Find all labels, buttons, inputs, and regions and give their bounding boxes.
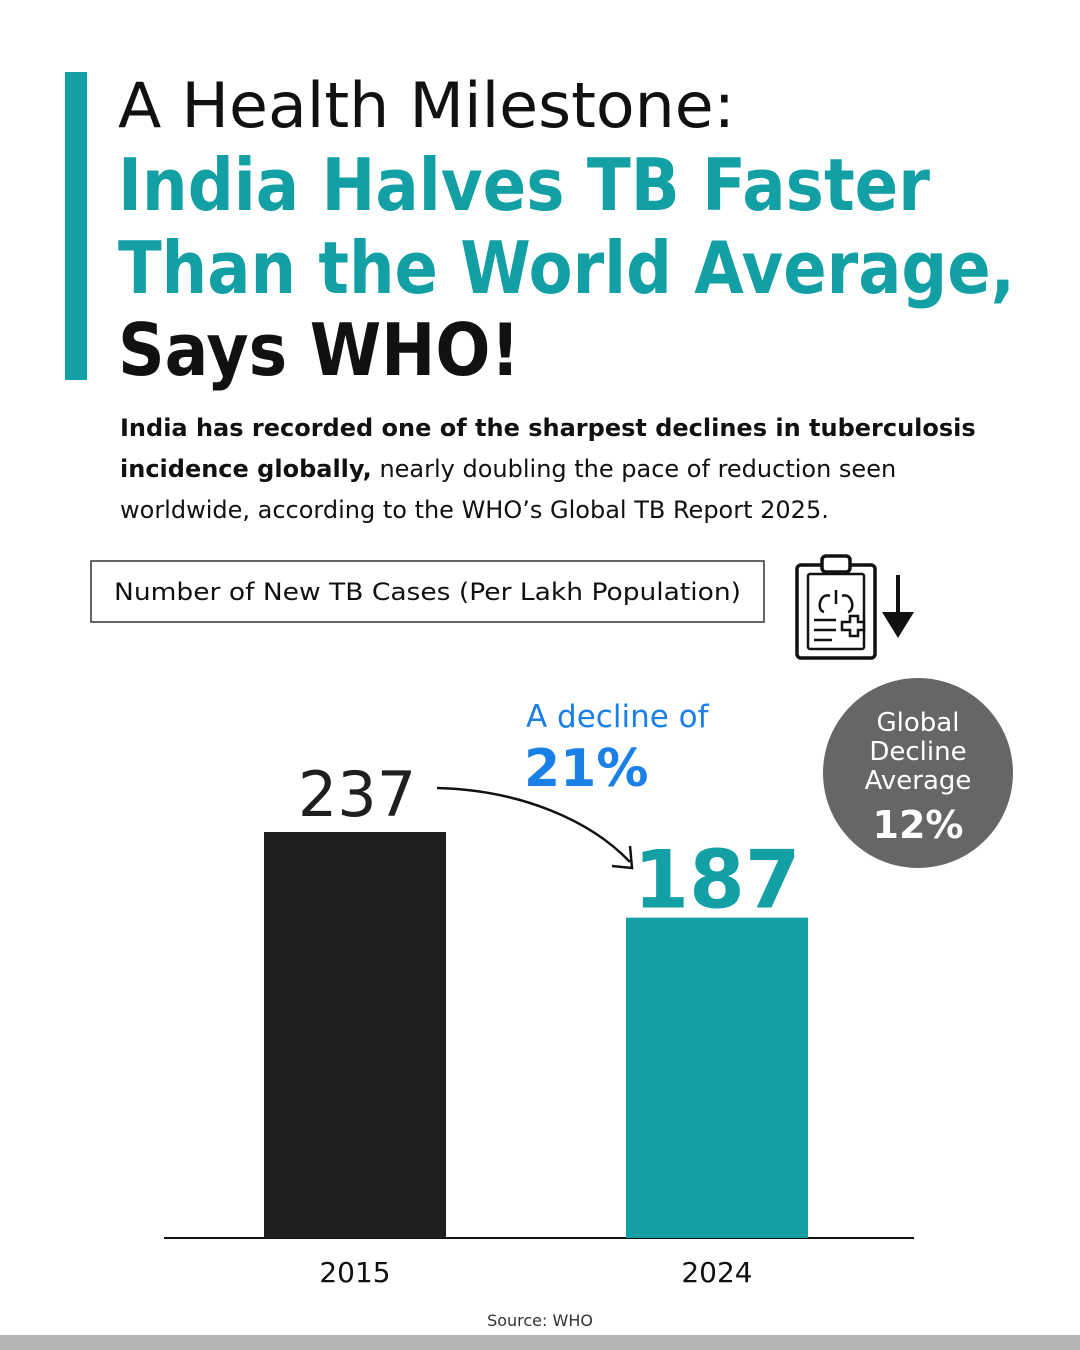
annotation-value: 21% xyxy=(524,739,648,799)
title-line: Than the World Average, xyxy=(118,226,1015,310)
chart-label: Number of New TB Cases (Per Lakh Populat… xyxy=(114,578,741,606)
subtitle-text: nearly doubling the pace of reduction se… xyxy=(120,455,897,524)
bar xyxy=(264,832,446,1238)
title-line: Says WHO! xyxy=(118,308,520,392)
down-arrow-icon xyxy=(882,575,914,638)
callout-text: Decline xyxy=(869,737,966,767)
subtitle: India has recorded one of the sharpest d… xyxy=(120,408,1000,531)
arrow-head xyxy=(611,845,634,870)
title-line: A Health Milestone: xyxy=(118,69,735,142)
clipboard-icon xyxy=(795,554,877,660)
callout-circle xyxy=(823,678,1013,868)
x-tick-label: 2024 xyxy=(681,1256,752,1289)
callout-text: Average xyxy=(865,766,972,796)
value-label: 187 xyxy=(634,834,801,927)
bar xyxy=(626,917,808,1238)
callout-text: Global xyxy=(877,708,960,738)
callout-value: 12% xyxy=(873,803,964,847)
x-tick-label: 2015 xyxy=(319,1256,390,1289)
trend-arrow xyxy=(436,786,631,863)
accent-bar xyxy=(65,72,87,380)
subtitle-bold: India has recorded one of the sharpest d… xyxy=(120,414,976,483)
source: Source: WHO xyxy=(487,1311,593,1330)
label-box xyxy=(90,560,765,623)
annotation-text: A decline of xyxy=(526,699,710,735)
value-label: 237 xyxy=(298,758,416,831)
footer-bar xyxy=(0,1335,1080,1350)
title-line: India Halves TB Faster xyxy=(118,143,930,227)
